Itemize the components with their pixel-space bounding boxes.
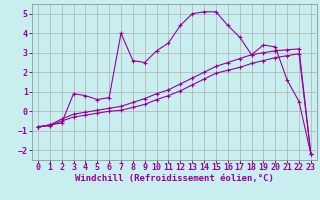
X-axis label: Windchill (Refroidissement éolien,°C): Windchill (Refroidissement éolien,°C) [75,174,274,183]
